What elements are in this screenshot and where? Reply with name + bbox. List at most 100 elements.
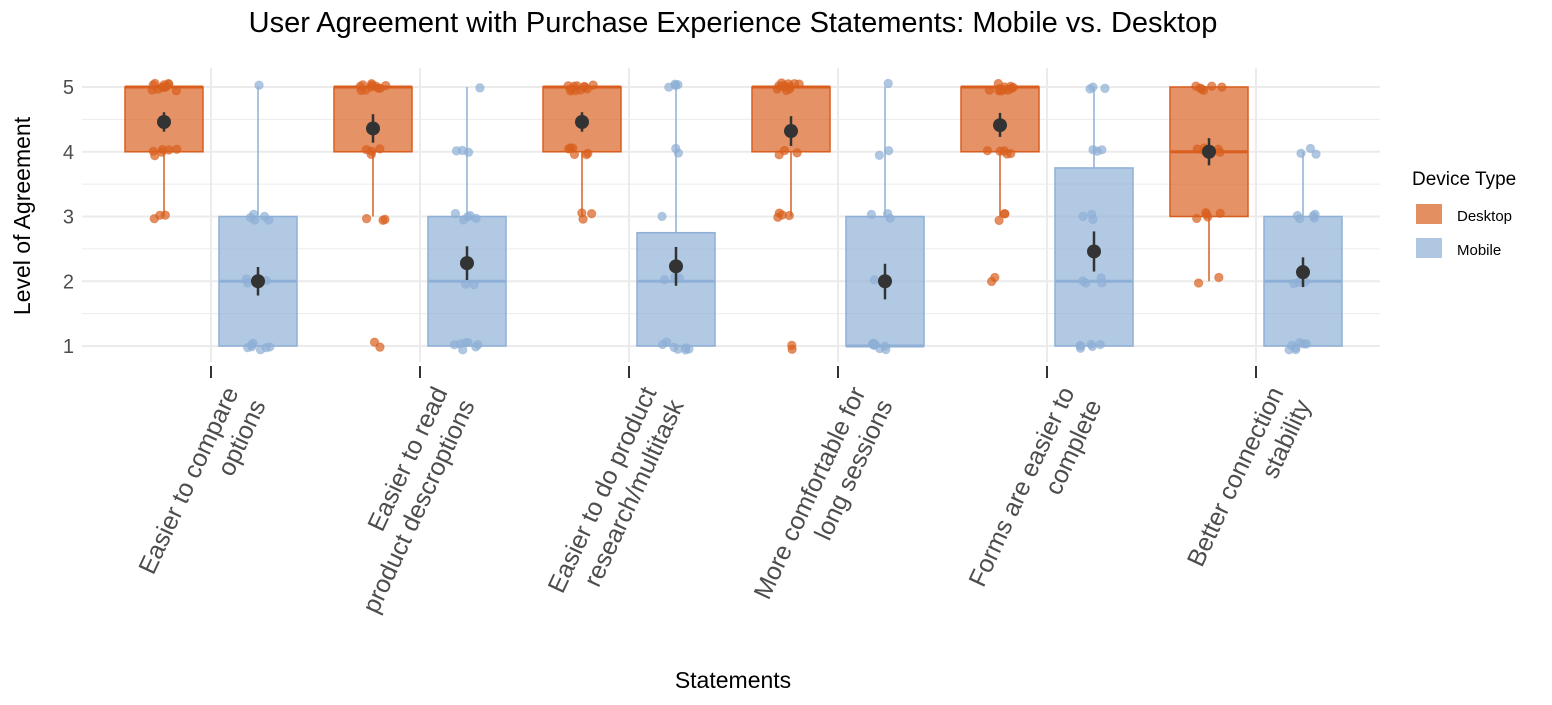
data-point-desktop <box>1006 148 1016 159</box>
data-point-desktop <box>171 86 181 96</box>
data-point-mobile <box>1293 277 1304 287</box>
mean-point-mobile <box>669 259 683 274</box>
data-point-desktop <box>995 146 1005 157</box>
data-point-desktop <box>366 82 376 92</box>
data-point-mobile <box>463 337 473 348</box>
data-point-desktop <box>772 84 782 94</box>
data-point-desktop <box>361 144 372 155</box>
data-point-mobile <box>1305 143 1316 154</box>
data-point-desktop <box>361 213 372 224</box>
data-point-desktop <box>1193 278 1204 288</box>
data-point-desktop <box>381 80 391 91</box>
data-point-mobile <box>885 213 895 223</box>
plot-area <box>124 78 1343 355</box>
data-point-mobile <box>463 147 474 157</box>
data-point-desktop <box>355 81 366 91</box>
data-point-mobile <box>243 278 253 288</box>
data-point-mobile <box>657 211 667 222</box>
data-point-mobile <box>261 342 271 353</box>
legend-swatch-desktop <box>1416 204 1442 224</box>
data-point-mobile <box>1078 211 1088 222</box>
data-point-desktop <box>581 150 592 160</box>
data-point-mobile <box>869 275 880 285</box>
data-point-desktop <box>157 144 168 155</box>
data-point-desktop <box>994 215 1004 226</box>
data-point-mobile <box>1087 209 1097 219</box>
mean-point-mobile <box>878 274 892 289</box>
x-tick-label: More comfortable forlong sessions <box>749 383 899 617</box>
data-point-desktop <box>792 148 802 158</box>
data-point-desktop <box>1198 85 1209 95</box>
mean-point-mobile <box>1087 244 1101 259</box>
data-point-desktop <box>773 212 783 223</box>
data-point-desktop <box>586 208 597 219</box>
data-point-mobile <box>1096 273 1106 283</box>
mean-point-mobile <box>251 274 265 289</box>
data-point-mobile <box>254 80 264 90</box>
data-point-desktop <box>999 84 1009 95</box>
data-point-mobile <box>883 78 893 89</box>
data-point-mobile <box>451 146 462 156</box>
mean-point-mobile <box>460 256 474 271</box>
data-point-mobile <box>681 343 691 353</box>
mean-point-desktop <box>1202 144 1216 159</box>
data-point-desktop <box>781 85 792 96</box>
data-point-desktop <box>565 143 575 153</box>
data-point-desktop <box>1215 208 1225 219</box>
x-tick-label: Easier to do productresearch/multitask <box>543 382 690 610</box>
data-point-mobile <box>875 343 885 354</box>
data-point-desktop <box>1201 208 1211 218</box>
data-point-desktop <box>160 82 171 92</box>
data-point-mobile <box>1078 276 1088 286</box>
data-point-desktop <box>566 84 577 95</box>
y-axis-label: Level of Agreement <box>9 116 35 315</box>
data-point-desktop <box>588 80 598 90</box>
data-point-mobile <box>673 80 683 90</box>
data-point-desktop <box>150 150 160 161</box>
legend-label-mobile: Mobile <box>1457 242 1501 259</box>
data-point-mobile <box>1075 343 1086 353</box>
data-point-desktop <box>774 150 784 160</box>
y-axis-ticks: 1 2 3 4 5 <box>63 77 74 358</box>
data-point-desktop <box>577 208 587 218</box>
data-point-desktop <box>982 146 993 156</box>
data-point-desktop <box>369 337 380 347</box>
legend-swatch-mobile <box>1416 238 1442 258</box>
data-point-mobile <box>883 146 894 156</box>
mean-point-desktop <box>784 124 798 139</box>
data-point-desktop <box>787 340 797 351</box>
data-point-mobile <box>1308 211 1318 221</box>
data-point-desktop <box>172 144 182 154</box>
data-point-desktop <box>150 78 160 89</box>
data-point-mobile <box>1296 148 1306 159</box>
data-point-mobile <box>1087 341 1098 352</box>
data-point-desktop <box>1217 82 1227 92</box>
chart-title: User Agreement with Purchase Experience … <box>249 7 1218 39</box>
data-point-desktop <box>380 214 390 225</box>
data-point-mobile <box>471 342 481 352</box>
x-tick-label: Easier to readproduct descroptions <box>330 383 481 618</box>
data-point-mobile <box>458 345 468 355</box>
data-point-mobile <box>1295 214 1305 224</box>
data-point-mobile <box>449 340 460 350</box>
data-point-mobile <box>664 82 674 92</box>
data-point-mobile <box>671 143 681 154</box>
data-point-mobile <box>460 279 471 289</box>
data-point-mobile <box>673 344 683 355</box>
data-point-mobile <box>1291 343 1301 353</box>
y-tick-label: 2 <box>63 271 74 293</box>
mean-point-desktop <box>157 114 171 129</box>
x-tick-label: Forms are easier tocomplete <box>963 383 1107 604</box>
data-point-desktop <box>1191 213 1202 224</box>
data-point-mobile <box>1085 84 1095 94</box>
data-point-mobile <box>1095 339 1105 350</box>
x-axis-label: Statements <box>675 667 791 693</box>
data-point-desktop <box>990 272 1000 283</box>
x-tick-label-line: Easier to compare <box>133 383 244 579</box>
data-point-desktop <box>1215 147 1225 157</box>
data-point-mobile <box>1092 146 1102 156</box>
mean-point-desktop <box>366 121 380 136</box>
grid <box>82 68 1380 362</box>
data-point-mobile <box>469 279 479 290</box>
data-point-mobile <box>1301 339 1312 349</box>
